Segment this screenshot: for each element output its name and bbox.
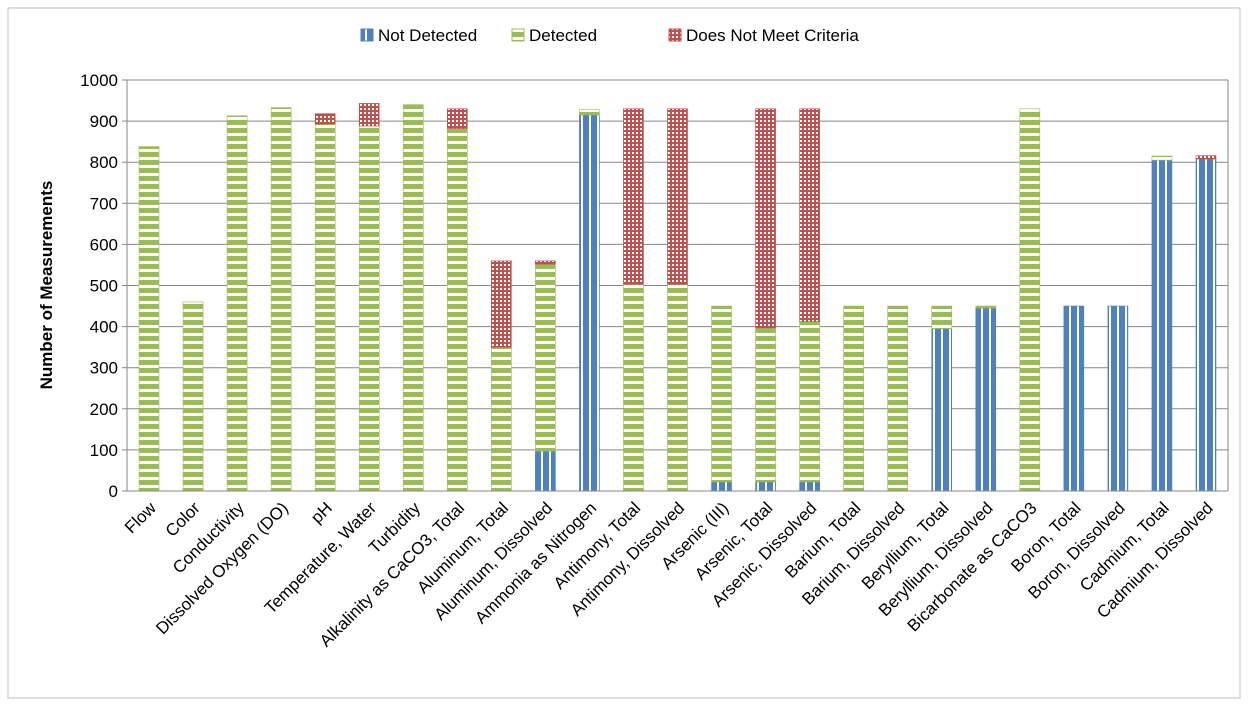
- bar-not-detected-cadmium-dissolved: [1195, 158, 1217, 492]
- bar-detected-color: [182, 301, 204, 492]
- bar-detected-antimony-total: [623, 283, 644, 492]
- bar-not-detected-boron-dissolved: [1107, 305, 1129, 492]
- bar-detected-beryllium-dissolved: [975, 305, 997, 309]
- bar-detected-turbidity: [402, 104, 424, 492]
- bar-does-not-meet-criteria-temperature-water: [358, 103, 380, 127]
- axes: [126, 80, 1229, 492]
- legend-label-not-detected: Not Detected: [378, 26, 477, 45]
- legend-swatch-detected: [511, 28, 525, 42]
- y-tick-label: 600: [90, 235, 118, 254]
- bar-not-detected-beryllium-dissolved: [975, 307, 997, 492]
- legend: Not Detected Detected Does Not Meet Criter…: [360, 26, 859, 45]
- bar-not-detected-arsenic-total: [755, 481, 776, 492]
- bar-detected-antimony-dissolved: [667, 283, 688, 492]
- bar-detected-barium-total: [843, 305, 864, 492]
- bar-not-detected-arsenic-iii: [711, 481, 732, 492]
- bar-detected-cadmium-total: [1151, 155, 1173, 161]
- bar-detected-aluminum-dissolved: [535, 263, 556, 452]
- legend-label-detected: Detected: [529, 26, 597, 45]
- bar-detected-dissolved-oxygen-do: [270, 107, 292, 492]
- bar-not-detected-boron-total: [1063, 305, 1085, 492]
- legend-swatch-not-detected: [360, 28, 374, 42]
- bar-not-detected-aluminum-dissolved: [535, 450, 556, 492]
- y-tick-label: 500: [90, 277, 118, 296]
- bar-detected-arsenic-total: [755, 327, 776, 483]
- bar-does-not-meet-criteria-cadmium-dissolved: [1195, 155, 1217, 160]
- bar-detected-ph: [314, 123, 336, 492]
- bar-detected-barium-dissolved: [887, 305, 909, 492]
- bar-detected-beryllium-total: [931, 305, 953, 329]
- bar-detected-flow: [138, 146, 160, 492]
- y-tick-label: 400: [90, 318, 118, 337]
- bar-does-not-meet-criteria-aluminum-dissolved: [535, 260, 556, 265]
- y-tick-label: 700: [90, 194, 118, 213]
- legend-swatch-does-not-meet-criteria: [668, 28, 682, 42]
- bar-detected-ammonia-as-nitrogen: [579, 109, 600, 116]
- bar-detected-arsenic-iii: [711, 305, 732, 483]
- bars: [138, 103, 1217, 492]
- bar-detected-arsenic-dissolved: [799, 321, 820, 483]
- bar-detected-alkalinity-as-caco3-total: [446, 128, 468, 492]
- bar-does-not-meet-criteria-arsenic-dissolved: [799, 108, 820, 322]
- bar-does-not-meet-criteria-alkalinity-as-caco3-total: [446, 108, 468, 129]
- bar-detected-conductivity: [226, 115, 248, 492]
- y-axis-ticks: 0 100 200 300 400 500 600 700 800 900 1000: [80, 71, 127, 501]
- bar-not-detected-cadmium-total: [1151, 159, 1173, 492]
- bar-does-not-meet-criteria-arsenic-total: [755, 108, 776, 329]
- bar-does-not-meet-criteria-antimony-dissolved: [667, 108, 688, 285]
- y-axis-label: Number of Measurements: [37, 181, 56, 390]
- bar-detected-aluminum-total: [491, 346, 512, 492]
- y-tick-label: 300: [90, 359, 118, 378]
- bar-not-detected-ammonia-as-nitrogen: [579, 114, 600, 492]
- y-tick-label: 100: [90, 441, 118, 460]
- bar-does-not-meet-criteria-ph: [314, 113, 336, 125]
- y-tick-label: 800: [90, 153, 118, 172]
- bar-not-detected-beryllium-total: [931, 328, 953, 492]
- bar-does-not-meet-criteria-aluminum-total: [491, 260, 512, 348]
- bar-detected-temperature-water: [358, 125, 380, 492]
- y-tick-label: 900: [90, 112, 118, 131]
- bar-does-not-meet-criteria-antimony-total: [623, 108, 644, 285]
- legend-label-does-not-meet-criteria: Does Not Meet Criteria: [686, 26, 859, 45]
- bar-detected-bicarbonate-as-caco3: [1019, 108, 1041, 492]
- y-tick-label: 200: [90, 400, 118, 419]
- y-tick-label: 0: [109, 482, 118, 501]
- bar-not-detected-arsenic-dissolved: [799, 481, 820, 492]
- y-tick-label: 1000: [80, 71, 118, 90]
